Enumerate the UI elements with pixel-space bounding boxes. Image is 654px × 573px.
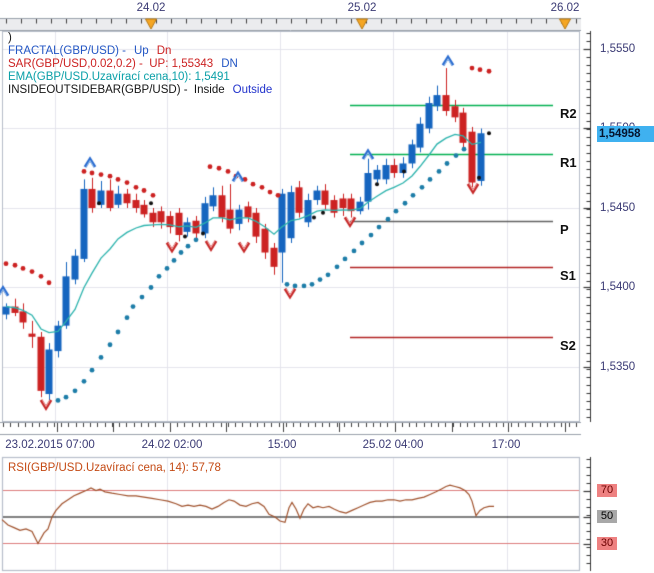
rsi-badge-30: 30 [597,537,617,550]
pivot-label-r1: R1 [560,155,577,170]
time-label-5: 17:00 [491,439,521,451]
pivot-label-s1: S1 [560,268,576,283]
rsi-badge-70: 70 [597,484,617,497]
pivot-label-r2: R2 [560,106,577,121]
time-label-1: 23.02.2015 07:00 [5,439,95,451]
legend-insideoutsidebar: INSIDEOUTSIDEBAR(GBP/USD) - Inside Outsid… [8,84,272,96]
rsi-axis[interactable] [584,457,654,571]
current-price-badge: 1,54958 [597,126,654,142]
pivot-label-p: P [560,222,569,237]
price-axis[interactable] [584,31,654,422]
price-label-15400: 1,5400 [600,281,636,293]
time-axis-bottom[interactable] [0,422,581,452]
legend-fractal-dn: Dn [156,45,172,57]
price-chart-plot[interactable] [2,31,580,422]
price-label-15450: 1,5450 [600,202,636,214]
time-label-2: 24.02 02:00 [141,439,203,451]
legend-iob-name: INSIDEOUTSIDEBAR(GBP/USD) - Inside [8,84,225,96]
pivot-label-s2: S2 [560,338,576,353]
legend-paren: ) [8,32,12,44]
date-label-1: 24.02 [136,2,166,14]
price-label-15350: 1,5350 [600,361,636,373]
price-label-15550: 1,5550 [600,43,636,55]
rsi-badge-50: 50 [597,510,617,523]
date-label-3: 26.02 [550,2,580,14]
legend-ema: EMA(GBP/USD.Uzavírací cena,10): 1,5491 [8,71,230,83]
legend-sar-dn: DN [221,58,238,70]
rsi-plot[interactable] [2,457,580,571]
time-label-3: 15:00 [267,439,297,451]
legend-fractal-name: FRACTAL(GBP/USD) - [8,45,126,57]
legend-ema-text: EMA(GBP/USD.Uzavírací cena,10): 1,5491 [8,71,230,83]
time-label-4: 25.02 04:00 [362,439,424,451]
legend-fractal-up: Up [134,45,149,57]
time-axis-top[interactable] [0,18,581,30]
legend-sar: SAR(GBP/USD,0.02,0.2) - UP: 1,55343 DN [8,58,238,70]
legend-fractal: FRACTAL(GBP/USD) - Up Dn [8,45,171,57]
date-label-2: 25.02 [347,2,377,14]
rsi-legend: RSI(GBP/USD.Uzavírací cena, 14): 57,78 [8,462,221,474]
legend-sar-name: SAR(GBP/USD,0.02,0.2) - UP: 1,55343 [8,58,214,70]
legend-iob-outside: Outside [232,84,273,96]
